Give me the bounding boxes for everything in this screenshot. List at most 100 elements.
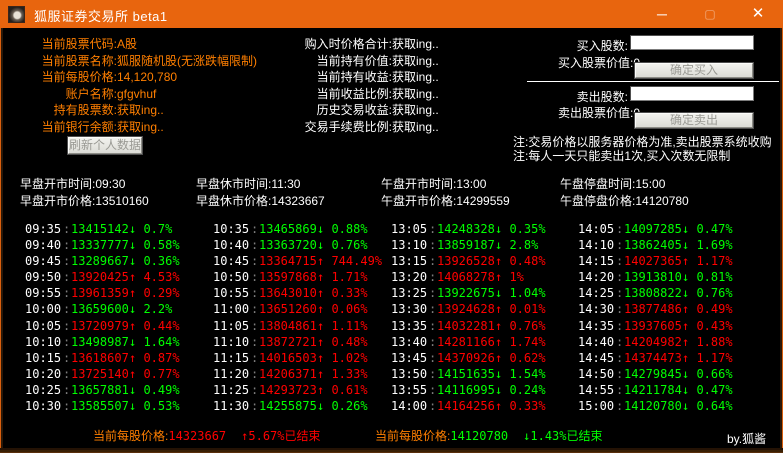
quote-colon: : (63, 382, 71, 397)
quote-price: 14097285 (624, 222, 682, 236)
quote-row: 11:25:14293723 ↑ 0.61% (213, 382, 395, 398)
quote-price: 13808822 (624, 286, 682, 301)
app-avatar-icon (8, 6, 25, 23)
summary-label: 当前每股价格: (375, 429, 451, 443)
quote-price: 13498987 (71, 334, 129, 349)
quote-row: 10:00:13659600 ↓ 2.2% (25, 301, 207, 317)
quote-change: ↑ 0.44% (129, 318, 180, 333)
quote-price: 14374473 (624, 350, 682, 365)
quote-row: 14:05:14097285 ↓ 0.47% (578, 221, 760, 237)
quote-colon: : (616, 286, 624, 301)
account-line: 持有股票数:获取ing.. (30, 102, 257, 119)
quote-price: 13643010 (259, 286, 317, 301)
quote-change: ↓ 1.69% (682, 238, 733, 253)
account-line-value: A股 (117, 37, 138, 51)
quote-price: 13659600 (71, 302, 129, 317)
quote-row: 13:45:14370926 ↑ 0.62% (391, 350, 573, 366)
quote-colon: : (251, 302, 259, 317)
quote-time: 11:25 (213, 382, 250, 397)
quote-time: 10:30 (25, 399, 62, 414)
quote-time: 13:15 (391, 254, 428, 269)
quote-colon: : (616, 399, 624, 414)
quote-time: 14:20 (578, 270, 615, 285)
quote-price: 14206371 (259, 366, 317, 381)
quote-time: 10:05 (25, 318, 62, 333)
quote-row: 09:45:13289667 ↓ 0.36% (25, 253, 207, 269)
minimize-button[interactable]: ─ (657, 6, 667, 22)
holdings-line: 购入时价格合计:获取ing.. (290, 36, 439, 53)
quote-row: 10:05:13720979 ↑ 0.44% (25, 318, 207, 334)
quote-row: 13:15:13926528 ↑ 0.48% (391, 253, 573, 269)
buy-qty-input[interactable] (630, 35, 754, 50)
quote-row: 10:10:13498987 ↓ 1.64% (25, 334, 207, 350)
quote-time: 13:35 (391, 318, 428, 333)
quote-colon: : (251, 350, 259, 365)
quote-price: 13651260 (259, 302, 317, 317)
quote-change: ↑ 744.49% (317, 254, 383, 269)
quote-price: 13922675 (437, 286, 495, 301)
window-title: 狐服证券交易所 beta1 (34, 9, 168, 24)
quote-colon: : (63, 334, 71, 349)
quote-change: ↓ 1.64% (129, 334, 180, 349)
holdings-line-label: 当前收益比例: (316, 86, 392, 101)
quote-row: 09:55:13961359 ↑ 0.29% (25, 285, 207, 301)
quote-price: 14204982 (624, 334, 682, 349)
confirm-buy-button[interactable]: 确定买入 (634, 62, 754, 79)
quote-change: ↑ 0.49% (682, 302, 733, 317)
account-line-label: 持有股票数: (53, 103, 117, 118)
quote-time: 13:50 (391, 366, 428, 381)
account-line-value: gfgvhuf (117, 86, 157, 101)
maximize-button[interactable]: ▢ (704, 7, 716, 21)
quote-price: 13926528 (437, 254, 495, 269)
quote-time: 11:20 (213, 366, 250, 381)
quote-row: 10:50:13597868 ↑ 1.71% (213, 269, 395, 285)
quote-change: ↑ 1.11% (317, 318, 368, 333)
quote-price: 13859187 (437, 238, 495, 253)
quote-colon: : (63, 222, 71, 236)
session-price-label: 午盘停盘价格: (560, 194, 636, 208)
quote-price: 13337777 (71, 238, 129, 253)
quote-time: 09:50 (25, 270, 62, 285)
account-line-label: 当前每股价格: (41, 70, 117, 85)
quote-colon: : (429, 286, 437, 301)
quote-price: 13937605 (624, 318, 682, 333)
account-line: 当前银行余额:获取ing.. (30, 119, 257, 136)
holdings-line-value: 获取ing.. (392, 70, 439, 85)
quote-price: 13720979 (71, 318, 129, 333)
quote-time: 11:30 (213, 399, 250, 414)
quote-time: 14:45 (578, 350, 615, 365)
refresh-personal-data-button[interactable]: 刷新个人数据 (67, 136, 143, 155)
quote-row: 10:35:13465869 ↓ 0.88% (213, 221, 395, 237)
quote-price: 13804861 (259, 318, 317, 333)
close-button[interactable]: ✕ (751, 5, 765, 22)
quote-colon: : (616, 222, 624, 236)
quote-price: 13877486 (624, 302, 682, 317)
quote-row: 11:30:14255875 ↓ 0.26% (213, 398, 395, 414)
quote-time: 10:15 (25, 350, 62, 365)
session-time-label: 午盘停盘时间: (560, 177, 636, 191)
quote-colon: : (251, 286, 259, 301)
title-bar: 狐服证券交易所 beta1 ─ ▢ ✕ (0, 0, 783, 28)
session-header: 早盘开市时间:09:30 早盘开市价格:13510160 (20, 176, 149, 210)
quote-change: ↑ 1.71% (317, 270, 368, 285)
quote-price: 13585507 (71, 399, 129, 414)
quote-price: 14116995 (437, 382, 495, 397)
quote-price: 14027365 (624, 254, 682, 269)
quote-row: 13:25:13922675 ↓ 1.04% (391, 285, 573, 301)
quote-change: ↓ 0.26% (317, 399, 368, 414)
quote-column: 10:35:13465869 ↓ 0.88% 10:40:13363720 ↓ 0.7… (213, 221, 395, 414)
quote-row: 10:45:13364715 ↑ 744.49% (213, 253, 395, 269)
account-line-label: 当前银行余额: (41, 119, 117, 134)
quote-time: 10:50 (213, 270, 250, 285)
session-time-value: 09:30 (95, 177, 126, 191)
quote-time: 10:25 (25, 382, 62, 397)
quote-colon: : (251, 222, 259, 236)
quote-row: 14:55:14211784 ↓ 0.47% (578, 382, 760, 398)
quote-row: 13:10:13859187 ↓ 2.8% (391, 237, 573, 253)
quote-time: 14:25 (578, 286, 615, 301)
quote-row: 10:25:13657881 ↓ 0.49% (25, 382, 207, 398)
quote-change: ↓ 0.7% (129, 222, 173, 236)
confirm-sell-button[interactable]: 确定卖出 (634, 112, 754, 129)
quote-row: 14:35:13937605 ↑ 0.43% (578, 318, 760, 334)
sell-qty-input[interactable] (630, 86, 754, 101)
